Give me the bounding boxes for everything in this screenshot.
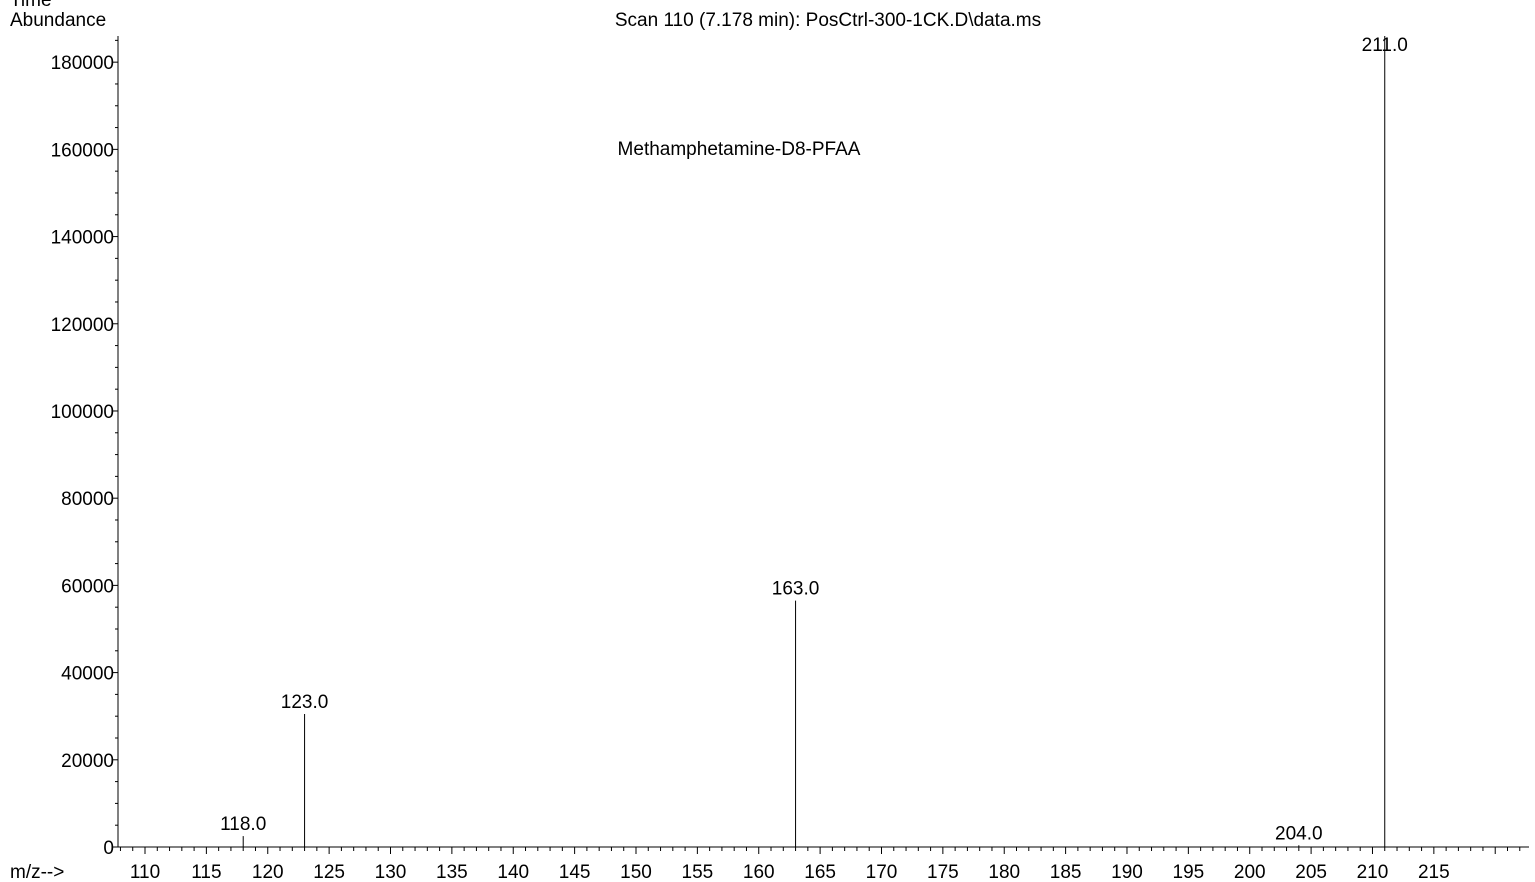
x-axis-ticks: 110 115 120 125 130 135 140 145 150 155 160 165 170 1… [119,847,1521,882]
x-tick-label: 110 [130,862,160,882]
x-tick-label: 200 [1234,862,1266,882]
x-tick-label: 120 [252,862,284,882]
x-tick-label: 140 [497,862,529,882]
x-tick-label: 205 [1295,862,1327,882]
peak-label: 123.0 [281,692,329,713]
x-tick-label: 175 [927,862,959,882]
compound-annotation: Methamphetamine-D8-PFAA [618,139,861,160]
y-tick-label: 100000 [51,402,114,423]
y-axis-ticks: 0 20000 40000 60000 80000 100000 120000 140000 1… [51,39,118,859]
x-tick-label: 195 [1173,862,1205,882]
x-axis-label: m/z--> [10,862,64,882]
x-tick-label: 190 [1111,862,1143,882]
peak-sticks: 118.0 123.0 163.0 204.0 211.0 [220,35,1408,847]
y-tick-label: 180000 [51,53,114,74]
y-tick-label: 140000 [51,228,114,249]
x-tick-label: 125 [313,862,345,882]
x-tick-label: 155 [682,862,714,882]
y-tick-label: 0 [103,838,114,859]
y-tick-label: 60000 [61,576,114,597]
x-tick-label: 170 [866,862,898,882]
x-tick-label: 185 [1050,862,1082,882]
x-tick-label: 130 [375,862,407,882]
y-tick-label: 120000 [51,315,114,336]
top-strip-label: Time [10,0,52,11]
x-tick-label: 215 [1418,862,1450,882]
peak-label: 211.0 [1362,35,1408,56]
x-tick-label: 115 [191,862,221,882]
y-tick-label: 80000 [61,489,114,510]
y-axis-label: Abundance [10,10,106,31]
peak-label: 163.0 [772,579,820,600]
y-tick-label: 20000 [61,751,114,772]
x-tick-label: 210 [1357,862,1389,882]
chart-title: Scan 110 (7.178 min): PosCtrl-300-1CK.D\… [615,10,1041,31]
x-tick-label: 135 [436,862,468,882]
x-tick-label: 160 [743,862,775,882]
y-tick-label: 160000 [51,140,114,161]
x-tick-label: 180 [988,862,1020,882]
peak-label: 118.0 [220,814,266,835]
x-tick-label: 150 [620,862,652,882]
peak-label: 204.0 [1275,823,1323,844]
x-tick-label: 145 [559,862,591,882]
x-tick-label: 165 [804,862,836,882]
y-tick-label: 40000 [61,664,114,685]
